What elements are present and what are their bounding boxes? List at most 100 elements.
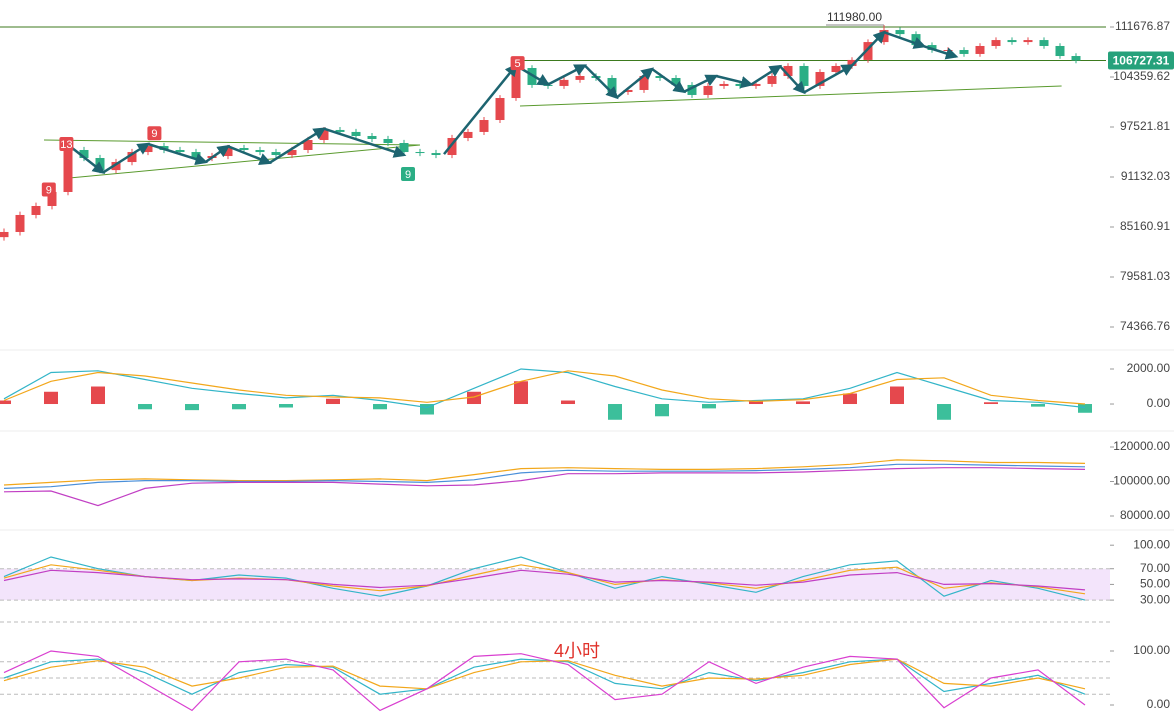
- macd-bar: [91, 386, 105, 405]
- y-tick-label: 70.00: [1140, 561, 1170, 575]
- candle-body: [415, 152, 425, 154]
- candle-body: [79, 149, 89, 158]
- candle-body: [847, 59, 857, 66]
- candle-body: [815, 71, 825, 86]
- candle-body: [799, 65, 809, 86]
- indicator-line: [3, 370, 1086, 405]
- indicator-line: [3, 658, 1086, 690]
- candle-body: [0, 231, 9, 238]
- trend-line: [519, 85, 1062, 107]
- candle-body: [959, 49, 969, 54]
- candle-body: [735, 83, 745, 86]
- indicator-line: [3, 459, 1086, 486]
- candle-body: [991, 40, 1001, 46]
- candle-body: [1039, 40, 1049, 46]
- zigzag-arrow: [715, 74, 754, 89]
- zigzag-arrow: [616, 67, 654, 99]
- rsi-band: [0, 568, 1110, 601]
- y-tick-label: 100.00: [1133, 643, 1170, 657]
- candle-body: [639, 76, 649, 90]
- macd-bar: [890, 386, 904, 405]
- signal-marker: [510, 56, 525, 71]
- candle-body: [975, 45, 985, 54]
- candle-body: [111, 162, 121, 171]
- macd-bar: [514, 381, 528, 405]
- candle-body: [335, 129, 345, 132]
- candle-body: [495, 98, 505, 121]
- candle-body: [607, 77, 617, 92]
- zigzag-arrow: [204, 144, 231, 164]
- trend-line: [43, 139, 421, 146]
- candle-body: [175, 149, 185, 153]
- candle-body: [1055, 45, 1065, 57]
- candle-body: [15, 214, 25, 232]
- candle-body: [255, 149, 265, 153]
- zigzag-arrow: [883, 30, 927, 49]
- indicator-line: [3, 650, 1086, 712]
- macd-bar: [749, 400, 763, 405]
- zigzag-arrow: [583, 64, 619, 100]
- zigzag-arrow: [268, 127, 327, 164]
- last-price-label: 106727.31: [1113, 54, 1170, 68]
- macd-bar: [937, 404, 951, 420]
- y-tick-label: 0.00: [1147, 396, 1171, 410]
- candle-body: [383, 138, 393, 143]
- candle-body: [447, 137, 457, 156]
- zigzag-arrow: [779, 65, 806, 95]
- candle-body: [399, 142, 409, 153]
- candle-body: [47, 191, 57, 206]
- candle-body: [479, 120, 489, 132]
- indicator-line: [3, 368, 1086, 409]
- zigzag-arrow: [547, 64, 588, 86]
- candle-body: [751, 83, 761, 86]
- trend-line: [67, 144, 421, 179]
- macd-bar: [561, 400, 575, 405]
- candle-body: [1023, 40, 1033, 43]
- macd-bar: [467, 391, 481, 405]
- candle-body: [31, 205, 41, 215]
- macd-bar: [843, 393, 857, 405]
- zigzag-arrow: [803, 64, 855, 94]
- candle-body: [127, 152, 137, 163]
- y-tick-label: 0.00: [1147, 697, 1171, 711]
- candle-body: [511, 68, 521, 99]
- zigzag-arrow: [443, 63, 518, 155]
- y-tick-label: 100.00: [1133, 537, 1170, 551]
- candle-body: [351, 131, 361, 136]
- macd-bar: [420, 404, 434, 415]
- high-label: 111980.00: [827, 10, 882, 24]
- candle-body: [1007, 40, 1017, 43]
- candle-body: [367, 135, 377, 139]
- signal-marker: [147, 126, 162, 141]
- candle-body: [287, 149, 297, 156]
- zigzag-arrow: [851, 30, 886, 67]
- signal-marker-label: 5: [515, 58, 521, 70]
- y-tick-label: 111676.87: [1115, 19, 1170, 33]
- y-tick-label: 97521.81: [1120, 119, 1170, 133]
- y-tick-label: 30.00: [1140, 592, 1170, 606]
- macd-bar: [185, 404, 199, 411]
- zigzag-arrow: [651, 67, 687, 94]
- zigzag-arrow: [227, 145, 272, 165]
- macd-bar: [655, 404, 669, 417]
- zigzag-arrow: [923, 45, 959, 60]
- candle-body: [943, 49, 953, 51]
- macd-bar: [608, 404, 622, 420]
- zigzag-arrow: [147, 142, 208, 166]
- macd-bar: [232, 404, 246, 410]
- candle-body: [63, 149, 73, 192]
- candle-body: [527, 68, 537, 85]
- indicator-line: [3, 467, 1086, 507]
- candle-body: [783, 65, 793, 77]
- candle-body: [863, 42, 873, 60]
- y-tick-label: 104359.62: [1113, 69, 1170, 83]
- macd-bar: [984, 402, 998, 405]
- macd-bar: [138, 404, 152, 410]
- macd-bar: [0, 400, 11, 405]
- macd-bar: [796, 401, 810, 405]
- candle-body: [831, 65, 841, 72]
- candle-body: [271, 152, 281, 156]
- macd-bar: [1078, 404, 1092, 413]
